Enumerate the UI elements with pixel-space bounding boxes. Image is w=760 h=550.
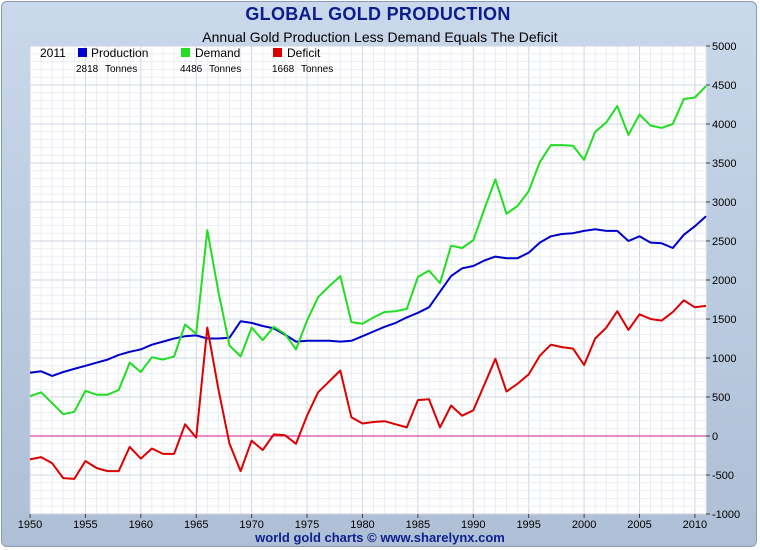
y-tick-label: 5000	[712, 41, 736, 53]
y-tick-label: 1500	[712, 314, 736, 326]
legend-swatch-demand	[181, 48, 190, 57]
y-tick-label: 4000	[712, 119, 736, 131]
legend-unit-deficit: Tonnes	[301, 64, 333, 75]
series-line-demand	[29, 85, 707, 416]
x-tick-label: 1965	[184, 519, 208, 531]
legend-swatch-deficit	[273, 48, 282, 57]
x-tick-label: 1960	[129, 519, 153, 531]
y-tick-label: 3000	[712, 197, 736, 209]
legend-value-production: 2818	[76, 64, 99, 75]
y-tick-label: 2000	[712, 275, 736, 287]
grid	[29, 45, 707, 515]
x-tick-label: 1990	[461, 519, 485, 531]
legend-unit-demand: Tonnes	[209, 64, 241, 75]
x-tick-label: 1980	[350, 519, 374, 531]
x-tick-label: 1985	[406, 519, 430, 531]
legend-swatch-production	[78, 48, 87, 57]
axes: 1950 1955 1960 1965 1970 1975 1980 1985 1990 1995…	[18, 41, 740, 531]
title-bar: GLOBAL GOLD PRODUCTION	[0, 0, 756, 28]
x-tick-label: 1995	[516, 519, 540, 531]
legend: 2011 Production 2818 Tonnes Demand 4486 …	[40, 46, 333, 75]
legend-label-deficit: Deficit	[287, 46, 321, 60]
chart-subtitle: Annual Gold Production Less Demand Equal…	[202, 29, 558, 45]
legend-value-demand: 4486	[180, 64, 203, 75]
x-tick-label: 1955	[73, 519, 97, 531]
series-line-deficit	[29, 299, 707, 480]
x-tick-label: 1970	[239, 519, 263, 531]
series-lines	[29, 85, 707, 480]
legend-unit-production: Tonnes	[105, 64, 137, 75]
x-tick-label: 2005	[627, 519, 651, 531]
x-tick-label: 2010	[683, 519, 707, 531]
y-tick-label: 2500	[712, 236, 736, 248]
x-tick-label: 2000	[572, 519, 596, 531]
y-tick-label: 1000	[712, 353, 736, 365]
y-tick-label: 4500	[712, 80, 736, 92]
legend-value-deficit: 1668	[272, 64, 295, 75]
series-line-production	[29, 215, 707, 377]
chart-title: GLOBAL GOLD PRODUCTION	[245, 4, 511, 24]
y-tick-label: 0	[712, 431, 718, 443]
y-tick-label: -1000	[712, 509, 740, 521]
legend-label-production: Production	[91, 46, 148, 60]
legend-year: 2011	[40, 46, 66, 60]
chart-footer-credit: world gold charts © www.sharelynx.com	[255, 530, 505, 545]
legend-label-demand: Demand	[195, 46, 240, 60]
x-tick-label: 1975	[295, 519, 319, 531]
x-tick-label: 1950	[18, 519, 42, 531]
y-tick-label: -500	[712, 470, 734, 482]
y-tick-label: 500	[712, 392, 730, 404]
y-tick-label: 3500	[712, 158, 736, 170]
